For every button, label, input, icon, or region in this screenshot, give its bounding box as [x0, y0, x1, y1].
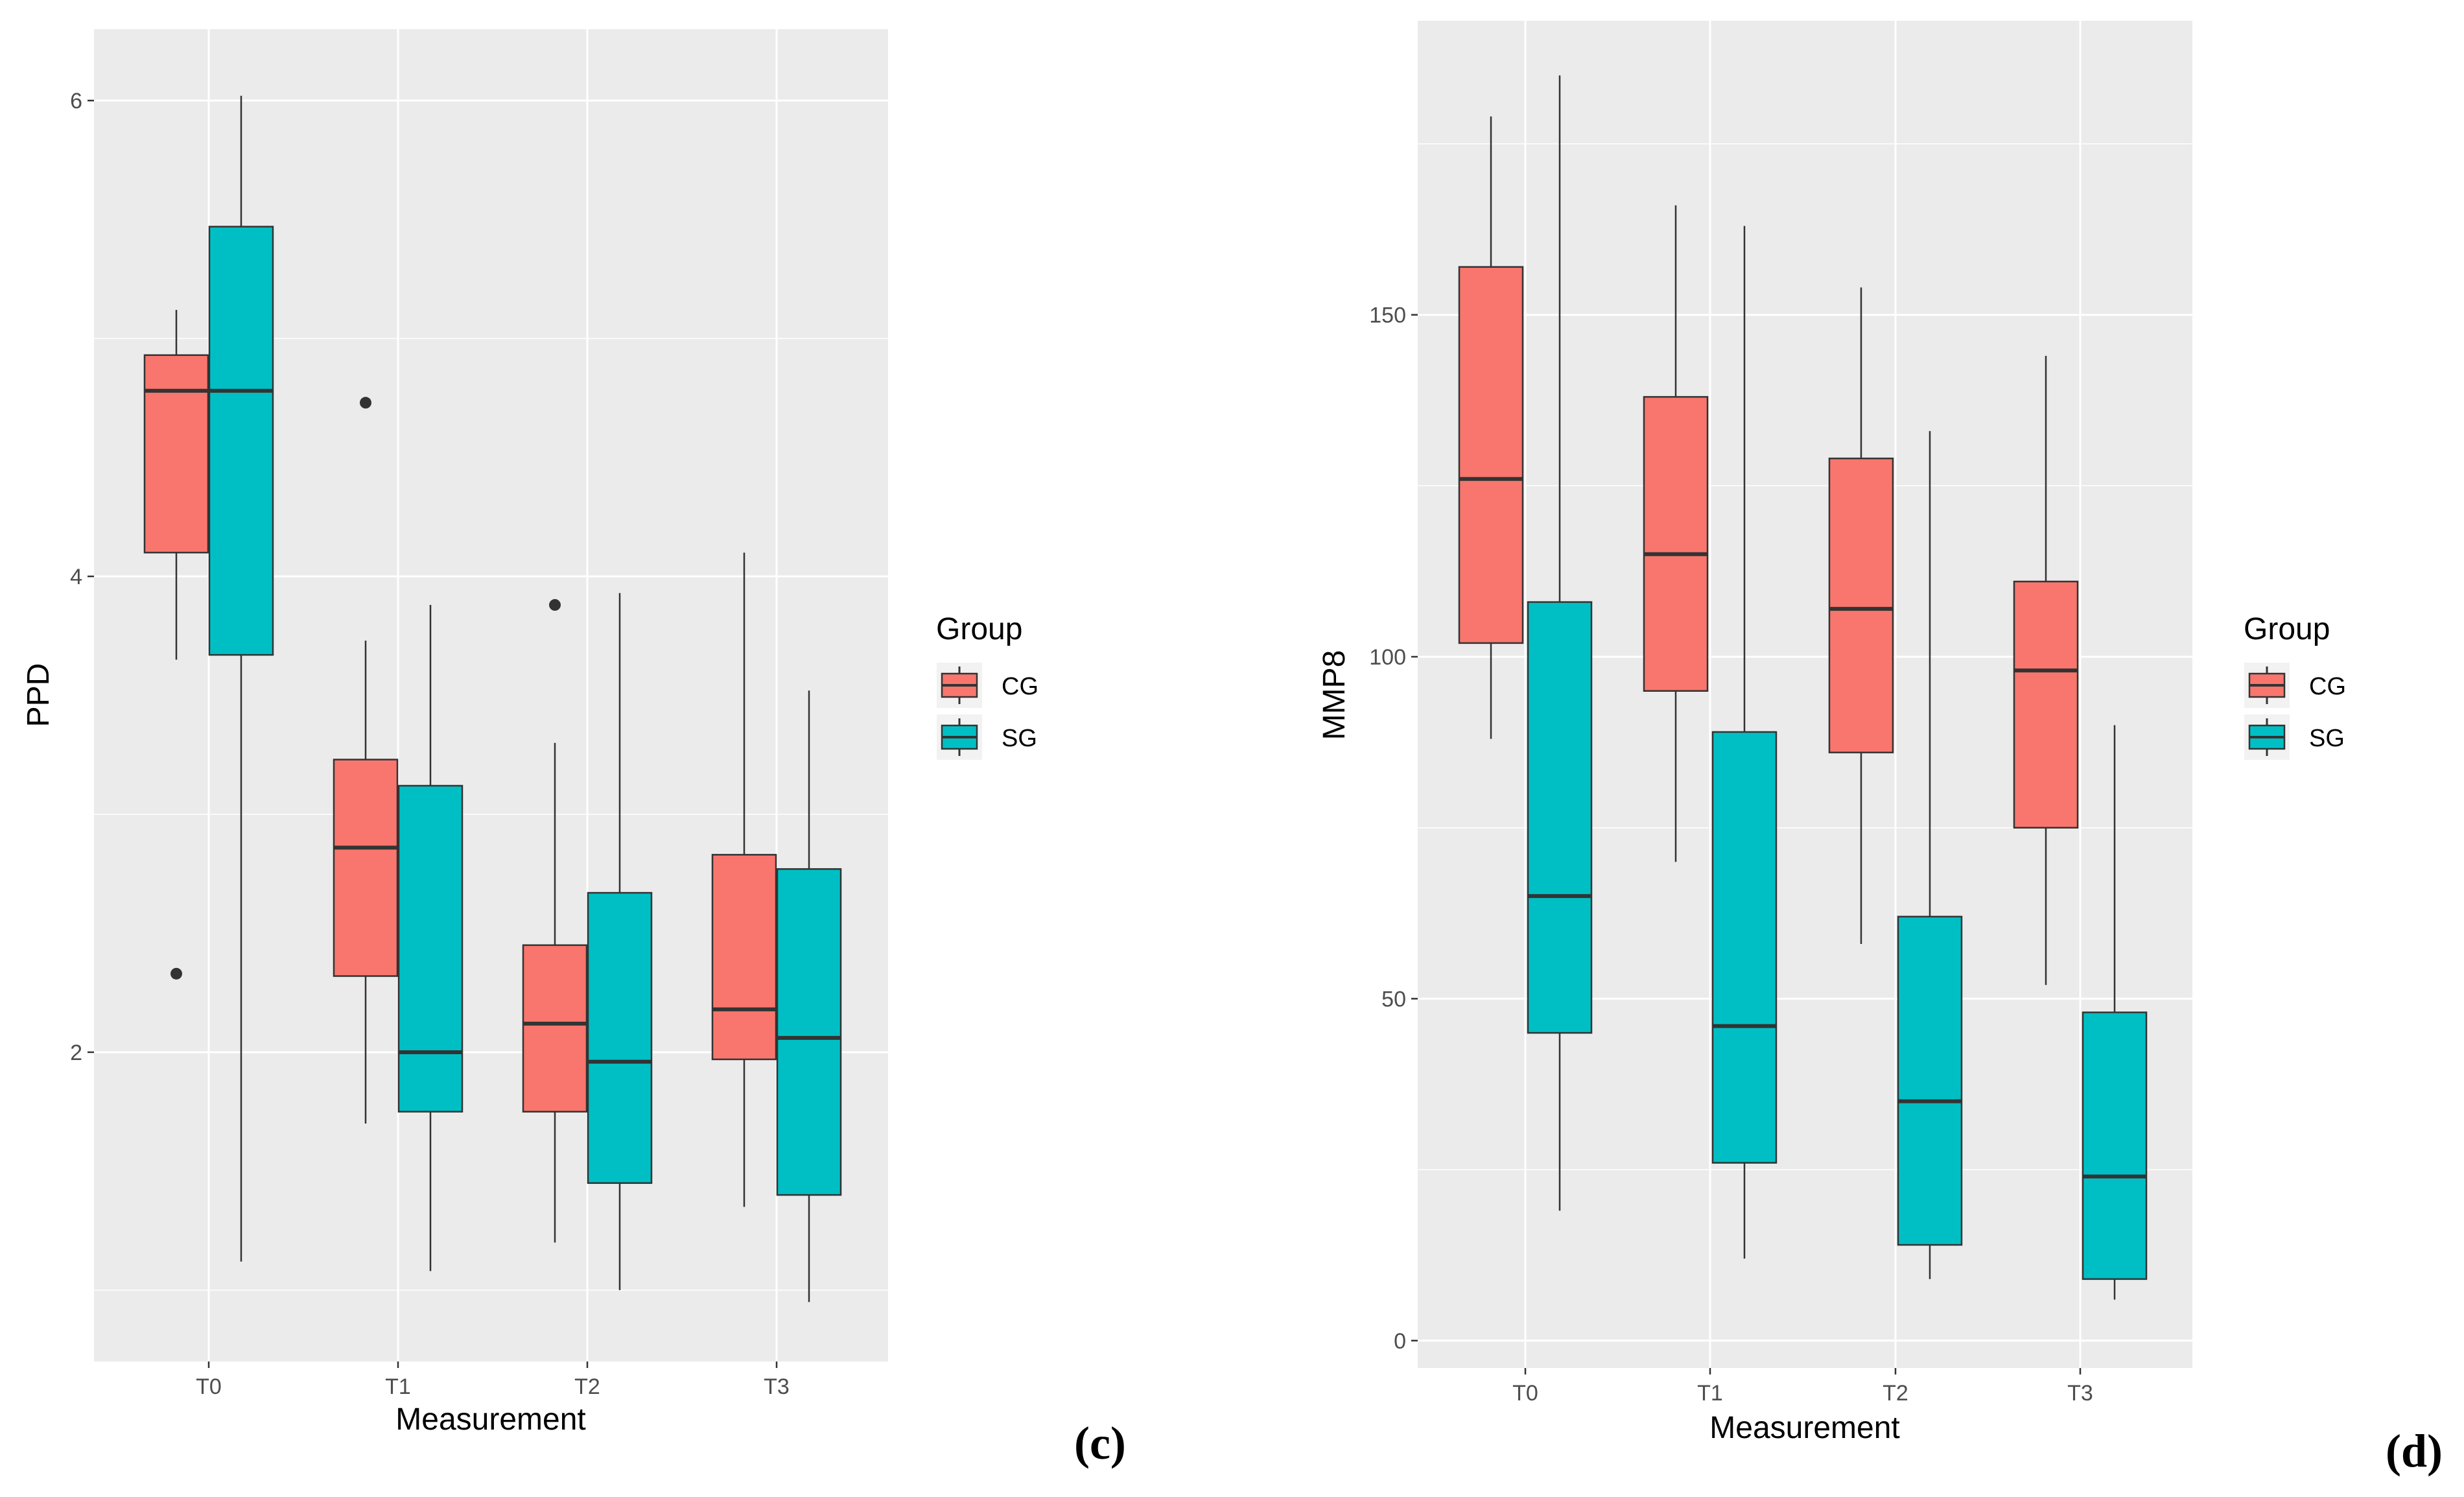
box-body	[397, 784, 463, 1113]
box-body	[208, 226, 274, 656]
legend: Group CG SG	[2244, 612, 2346, 760]
chart-mmp8: 0 50 100 150 T0 T1 T2 T3 Measurement MMP8 Grou…	[1317, 21, 2443, 1477]
legend-key-cg	[937, 663, 982, 708]
box-cg-t0	[1458, 116, 1524, 739]
box-sg-t2	[1897, 430, 1963, 1279]
box-body	[1828, 457, 1894, 753]
panel-label-c: (c)	[1074, 1417, 1126, 1469]
box-body	[1643, 395, 1709, 692]
legend-key-sg	[2244, 714, 2290, 760]
y-axis-title: MMP8	[1317, 650, 1352, 740]
box-sg-t1	[1711, 226, 1778, 1259]
box-cg-t2	[522, 599, 588, 1243]
box-marks	[1458, 75, 2148, 1300]
y-tick-label: 50	[1381, 987, 1406, 1011]
box-sg-t0	[208, 95, 274, 1262]
box-cg-t1	[1643, 205, 1709, 862]
outlier-point	[549, 599, 561, 611]
legend-key-sg	[937, 714, 982, 760]
legend: Group CG SG	[936, 612, 1038, 760]
y-axis-title: PPD	[21, 663, 56, 727]
legend-key-cg	[2244, 663, 2290, 708]
outlier-point	[170, 967, 182, 980]
box-sg-t0	[1527, 75, 1593, 1211]
x-axis-ticks: T0 T1 T2 T3	[1512, 1368, 2093, 1406]
box-body	[522, 944, 588, 1113]
box-cg-t2	[1828, 287, 1894, 945]
legend-title: Group	[936, 612, 1022, 646]
x-axis-title: Measurement	[395, 1402, 585, 1437]
box-sg-t2	[587, 593, 653, 1290]
box-body	[1711, 731, 1778, 1164]
box-body	[2082, 1011, 2148, 1280]
box-body	[711, 854, 777, 1061]
y-axis-ticks: 0 50 100 150	[1369, 303, 1418, 1354]
box-cg-t3	[2013, 355, 2079, 985]
chart-ppd: 2 4 6 T0 T1 T2 T3 Measurement PPD Group CG SG…	[21, 29, 1126, 1469]
box-body	[143, 354, 209, 554]
x-tick-label: T0	[196, 1374, 222, 1399]
box-cg-t0	[143, 310, 209, 980]
box-sg-t3	[776, 690, 842, 1303]
box-cg-t3	[711, 552, 777, 1207]
legend-label-sg: SG	[2309, 725, 2345, 752]
x-tick-label: T1	[385, 1374, 411, 1399]
x-tick-label: T0	[1512, 1381, 1538, 1406]
legend-title: Group	[2244, 612, 2330, 646]
y-tick-label: 0	[1394, 1329, 1406, 1354]
y-tick-label: 150	[1369, 303, 1406, 328]
box-body	[2013, 580, 2079, 829]
y-tick-label: 6	[70, 89, 82, 113]
box-body	[587, 891, 653, 1185]
x-tick-label: T2	[1883, 1381, 1908, 1406]
box-body	[333, 759, 399, 977]
y-axis-ticks: 2 4 6	[70, 89, 94, 1065]
x-tick-label: T2	[574, 1374, 600, 1399]
legend-label-cg: CG	[2309, 673, 2346, 700]
box-marks	[143, 95, 842, 1303]
box-body	[1527, 601, 1593, 1034]
box-sg-t3	[2082, 725, 2148, 1300]
box-body	[1458, 266, 1524, 644]
outlier-point	[360, 397, 371, 409]
legend-label-sg: SG	[1002, 725, 1037, 752]
panel-label-d: (d)	[2386, 1425, 2443, 1477]
box-cg-t1	[333, 397, 399, 1124]
x-axis-title: Measurement	[1709, 1411, 1899, 1445]
x-tick-label: T1	[1697, 1381, 1723, 1406]
box-body	[776, 868, 842, 1196]
box-sg-t1	[397, 605, 463, 1271]
x-tick-label: T3	[2067, 1381, 2093, 1406]
x-tick-label: T3	[764, 1374, 790, 1399]
y-tick-label: 4	[70, 565, 82, 589]
x-axis-ticks: T0 T1 T2 T3	[196, 1361, 790, 1399]
y-tick-label: 2	[70, 1041, 82, 1065]
box-body	[1897, 915, 1963, 1246]
legend-label-cg: CG	[1002, 673, 1038, 700]
y-tick-label: 100	[1369, 645, 1406, 670]
